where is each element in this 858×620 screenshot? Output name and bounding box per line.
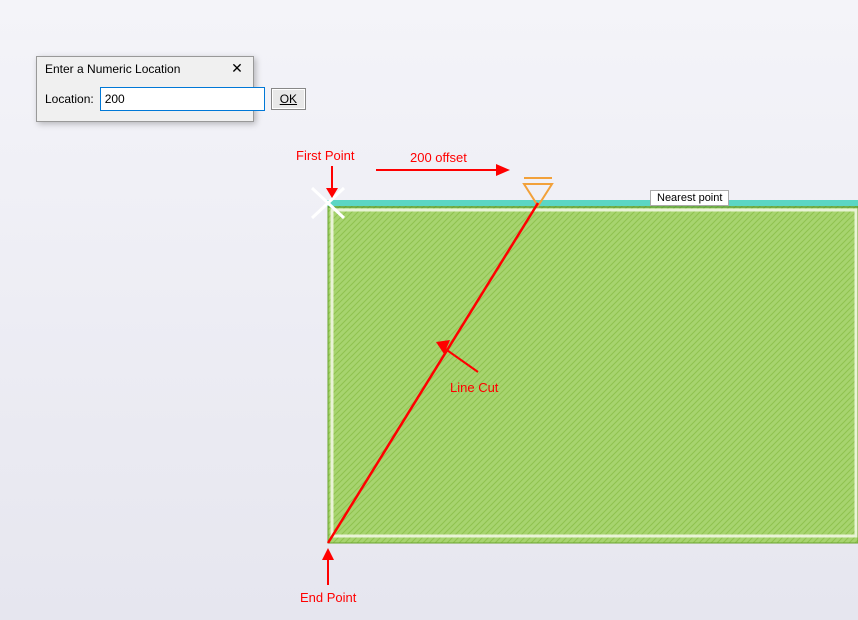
nearest-point-tooltip: Nearest point [650,190,729,206]
location-label: Location: [45,92,94,106]
line-cut-label: Line Cut [450,380,498,395]
end-point-label: End Point [300,590,356,605]
first-point-arrow-icon [326,166,338,198]
dialog-titlebar: Enter a Numeric Location ✕ [37,57,253,81]
first-point-marker-icon [312,188,344,218]
ok-button-label: OK [280,92,297,106]
close-icon[interactable]: ✕ [229,61,245,77]
ok-button[interactable]: OK [271,88,306,110]
snap-marker-icon [524,178,552,206]
line-cut [328,203,538,543]
dialog-body: Location: OK [37,81,253,121]
offset-label: 200 offset [410,150,467,165]
numeric-location-dialog: Enter a Numeric Location ✕ Location: OK [36,56,254,122]
offset-arrow-icon [376,164,510,176]
dialog-title-text: Enter a Numeric Location [45,62,180,76]
part-panel [326,200,858,543]
first-point-label: First Point [296,148,355,163]
end-point-arrow-icon [322,548,334,585]
line-cut-arrow-icon [436,340,478,372]
location-input[interactable] [100,87,265,111]
tooltip-text: Nearest point [657,192,722,204]
